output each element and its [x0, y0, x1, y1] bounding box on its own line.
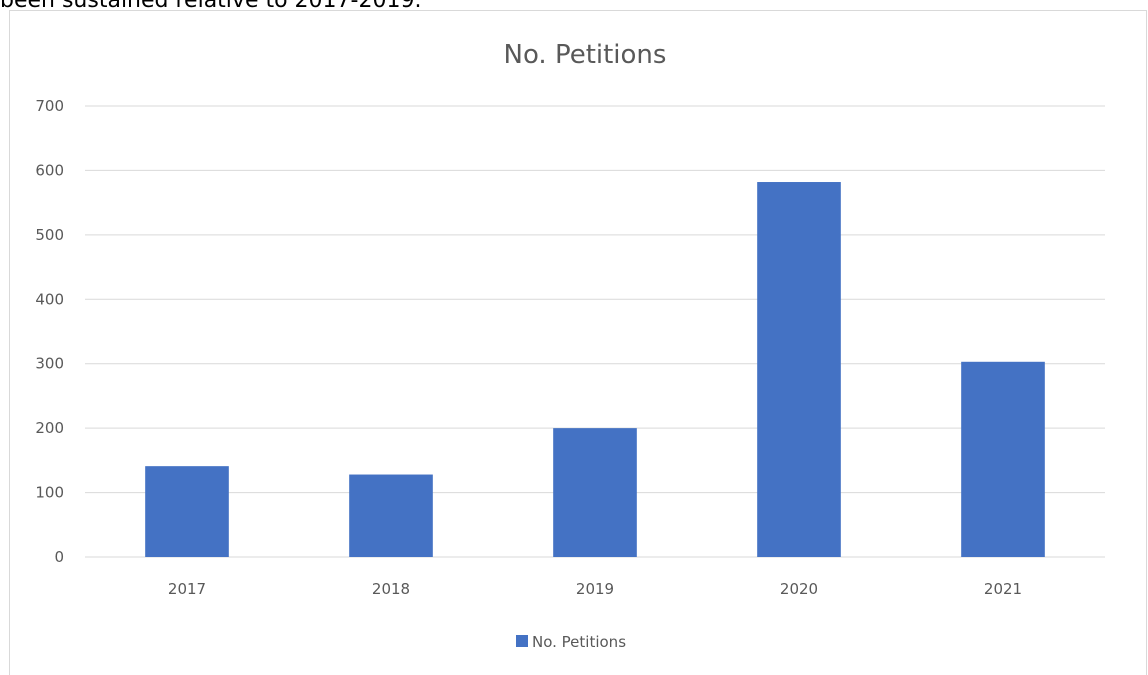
- legend-label: No. Petitions: [532, 633, 626, 651]
- y-tick-label: 700: [35, 97, 64, 115]
- x-tick-label: 2020: [780, 580, 818, 598]
- y-tick-label: 0: [54, 548, 64, 566]
- x-tick-label: 2021: [984, 580, 1022, 598]
- y-tick-label: 200: [35, 419, 64, 437]
- x-tick-label: 2017: [168, 580, 206, 598]
- x-tick-label: 2019: [576, 580, 614, 598]
- legend: No. Petitions: [516, 633, 626, 651]
- y-axis: 0 100 200 300 400 500 600 700: [35, 97, 64, 566]
- chart-title: No. Petitions: [504, 40, 667, 70]
- bar-2018: [349, 474, 433, 557]
- y-tick-label: 100: [35, 484, 64, 502]
- y-tick-label: 300: [35, 355, 64, 373]
- bars: [145, 182, 1045, 558]
- y-tick-label: 400: [35, 290, 64, 308]
- legend-swatch: [516, 635, 528, 647]
- above-chart-text: been sustained relative to 2017-2019.: [0, 0, 422, 13]
- bar-2019: [553, 428, 637, 557]
- bar-2021: [961, 361, 1045, 557]
- bar-2020: [757, 182, 841, 558]
- bar-2017: [145, 466, 229, 557]
- x-tick-label: 2018: [372, 580, 410, 598]
- y-tick-label: 600: [35, 161, 64, 179]
- chart-frame: [9, 10, 1147, 675]
- x-axis: 2017 2018 2019 2020 2021: [168, 580, 1022, 598]
- y-tick-label: 500: [35, 226, 64, 244]
